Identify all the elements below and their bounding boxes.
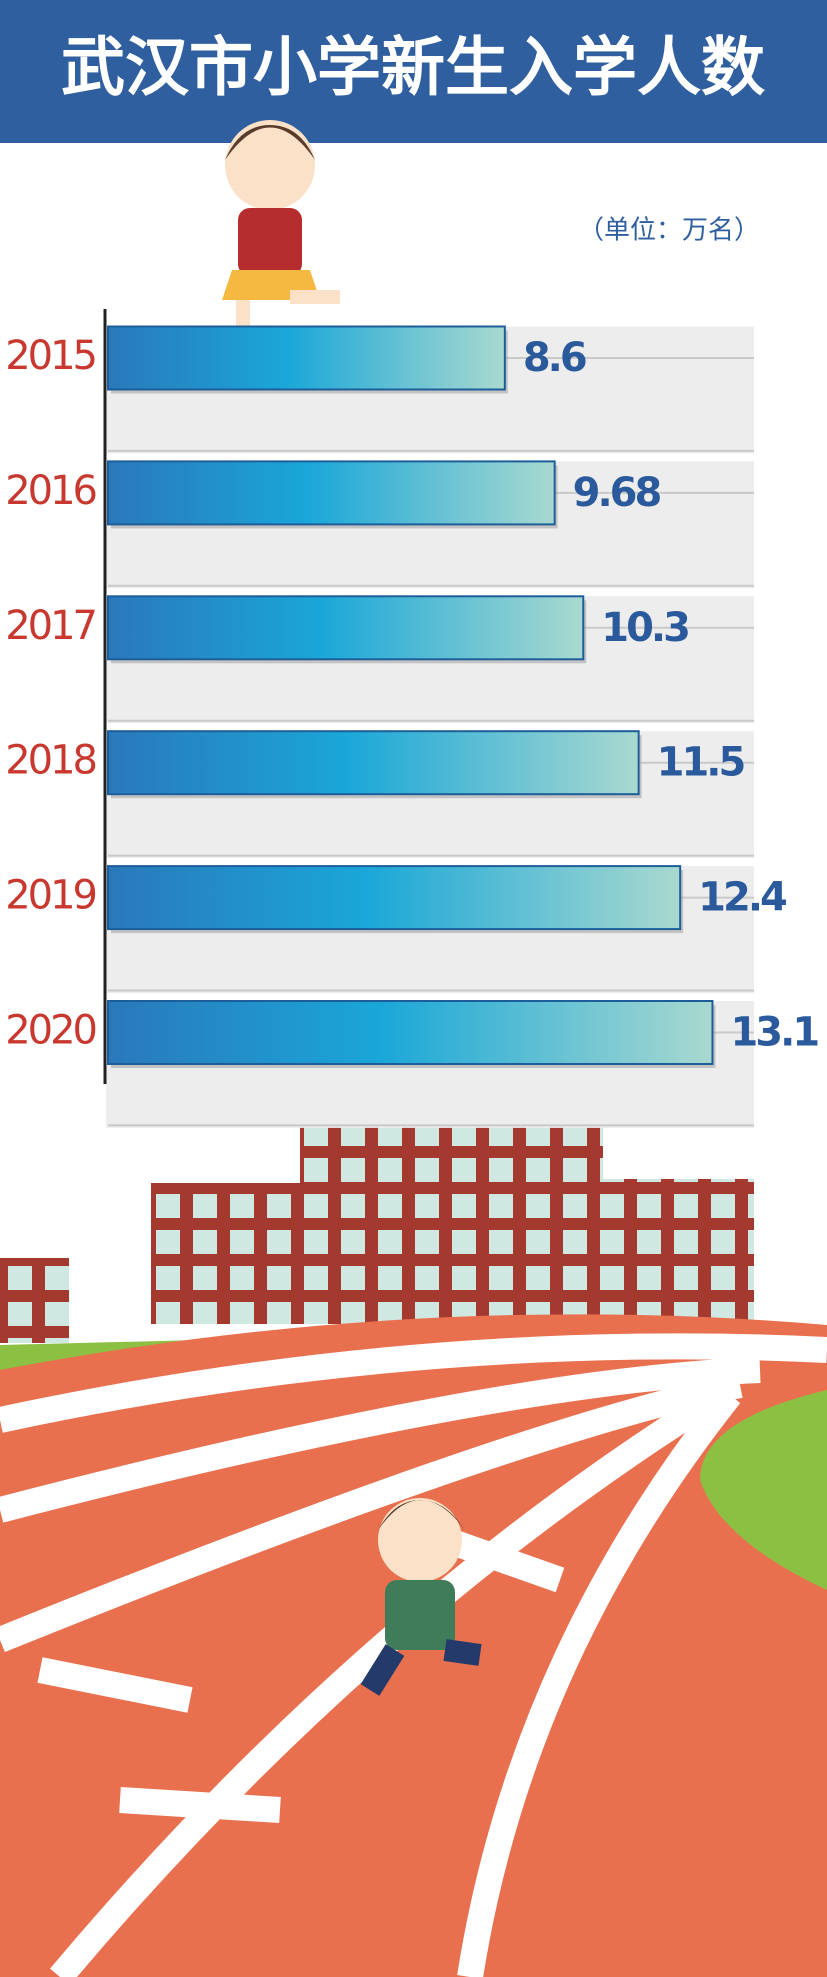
category-label: 2019: [5, 873, 95, 919]
bar: [107, 730, 640, 796]
windows: [0, 1258, 69, 1343]
category-label: 2018: [5, 738, 95, 784]
bar: [107, 460, 556, 526]
category-label: 2015: [5, 333, 95, 379]
illustration: [0, 120, 827, 1977]
value-label: 8.6: [523, 335, 586, 381]
windows: [603, 1179, 754, 1324]
value-label: 9.68: [573, 470, 661, 516]
bar: [107, 325, 506, 391]
value-label: 13.1: [730, 1010, 818, 1056]
category-label: 2016: [5, 468, 95, 514]
lane-lines: [0, 1333, 827, 1977]
grass: [700, 1390, 827, 1590]
bar: [107, 865, 682, 931]
category-label: 2017: [5, 603, 95, 649]
chart-title: 武汉市小学新生入学人数: [61, 32, 765, 106]
unit-label: （单位：万名）: [578, 216, 760, 246]
bar: [107, 595, 585, 661]
value-label: 10.3: [601, 605, 688, 651]
category-label: 2020: [5, 1008, 95, 1054]
windows: [300, 1106, 603, 1324]
value-label: 12.4: [698, 875, 786, 921]
boy: [360, 1498, 482, 1696]
girl: [222, 120, 340, 345]
value-label: 11.5: [657, 740, 745, 786]
bar: [107, 1000, 714, 1065]
header-band: [0, 0, 827, 143]
windows: [151, 1183, 300, 1324]
